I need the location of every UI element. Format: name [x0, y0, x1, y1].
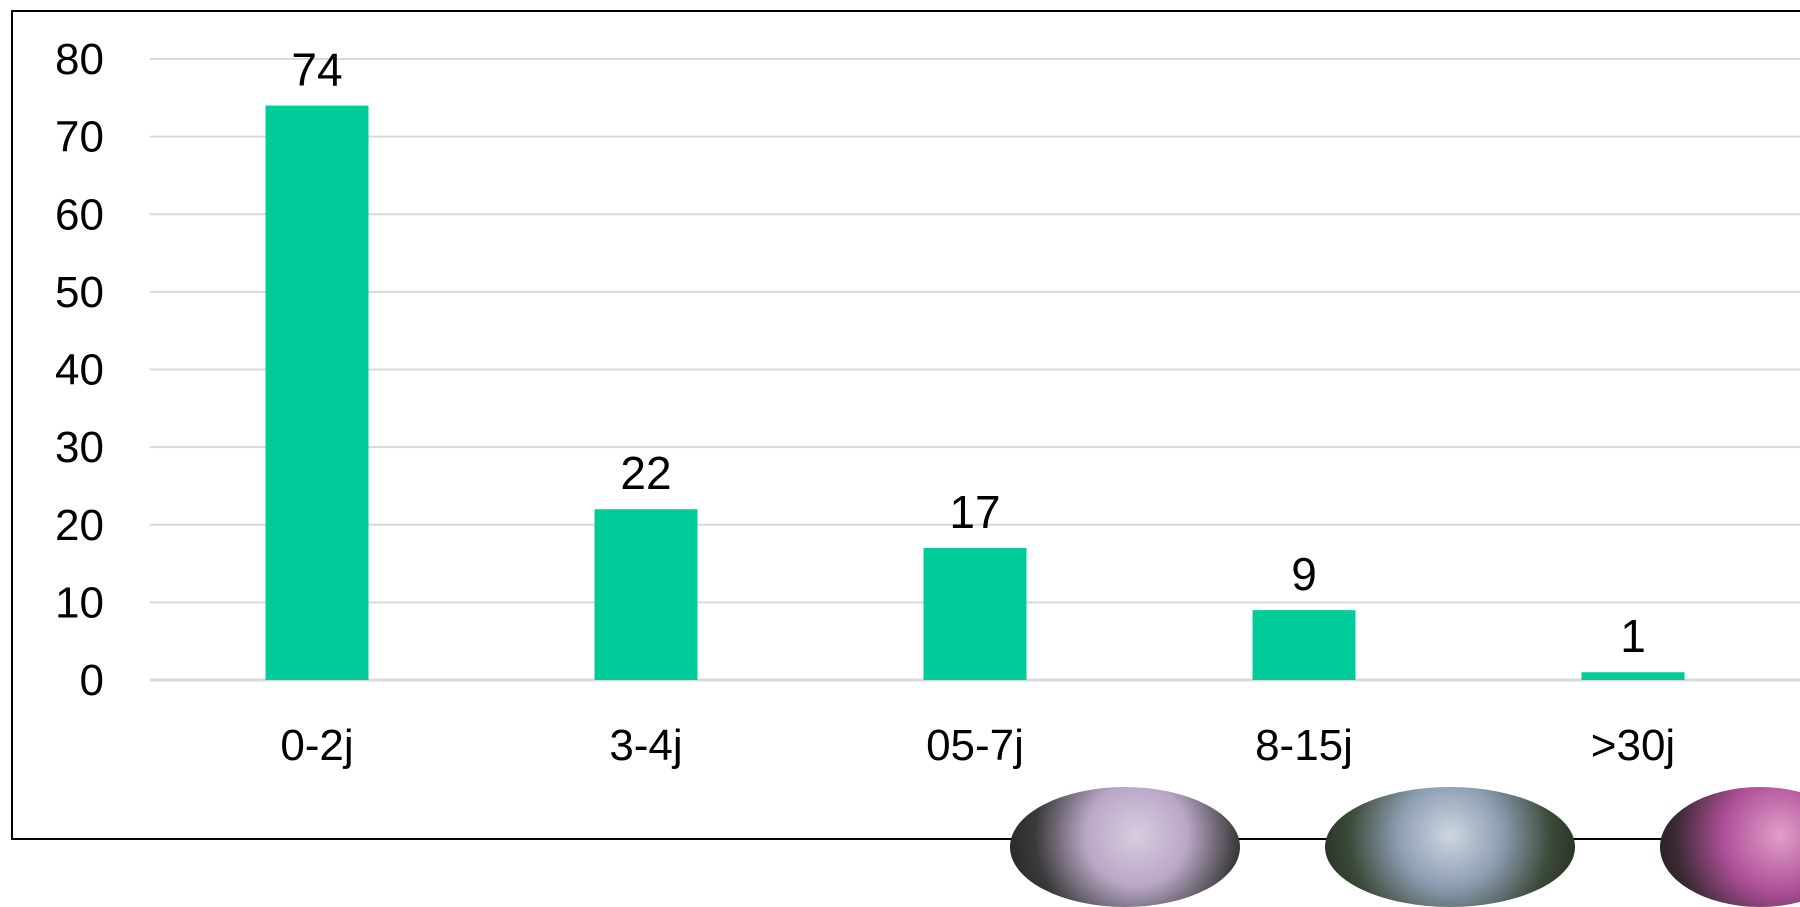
bars — [265, 105, 1685, 680]
y-tick-label: 70 — [55, 113, 104, 162]
decorative-photo-1 — [1010, 787, 1240, 907]
y-tick-label: 40 — [55, 346, 104, 395]
x-tick-label: >30j — [1591, 721, 1675, 770]
y-tick-label: 50 — [55, 268, 104, 317]
y-axis-tick-labels: 0 10 20 30 40 50 60 70 80 — [55, 35, 104, 705]
x-tick-label: 05-7j — [926, 721, 1024, 770]
bar-5 — [1581, 672, 1685, 680]
x-tick-label: 0-2j — [280, 721, 353, 770]
y-tick-label: 80 — [55, 35, 104, 84]
y-tick-label: 10 — [55, 578, 104, 627]
bar-chart: 0 10 20 30 40 50 60 70 80 74 22 17 9 1 0-2j 3-4j 05-7j… — [55, 35, 1800, 770]
bar-1 — [265, 105, 369, 680]
data-label: 1 — [1620, 610, 1646, 662]
bar-3 — [923, 548, 1027, 680]
y-tick-label: 60 — [55, 190, 104, 239]
y-tick-label: 30 — [55, 423, 104, 472]
y-tick-label: 0 — [80, 656, 104, 705]
decorative-photo-2 — [1325, 787, 1575, 907]
data-label: 9 — [1291, 548, 1317, 600]
data-label: 22 — [620, 447, 671, 499]
bar-4 — [1252, 610, 1356, 680]
data-labels: 74 22 17 9 1 — [291, 44, 1645, 663]
y-tick-label: 20 — [55, 501, 104, 550]
x-tick-label: 3-4j — [609, 721, 682, 770]
x-axis-tick-labels: 0-2j 3-4j 05-7j 8-15j >30j — [280, 721, 1675, 770]
data-label: 17 — [949, 486, 1000, 538]
bar-2 — [594, 509, 698, 680]
data-label: 74 — [291, 44, 342, 96]
x-tick-label: 8-15j — [1255, 721, 1353, 770]
